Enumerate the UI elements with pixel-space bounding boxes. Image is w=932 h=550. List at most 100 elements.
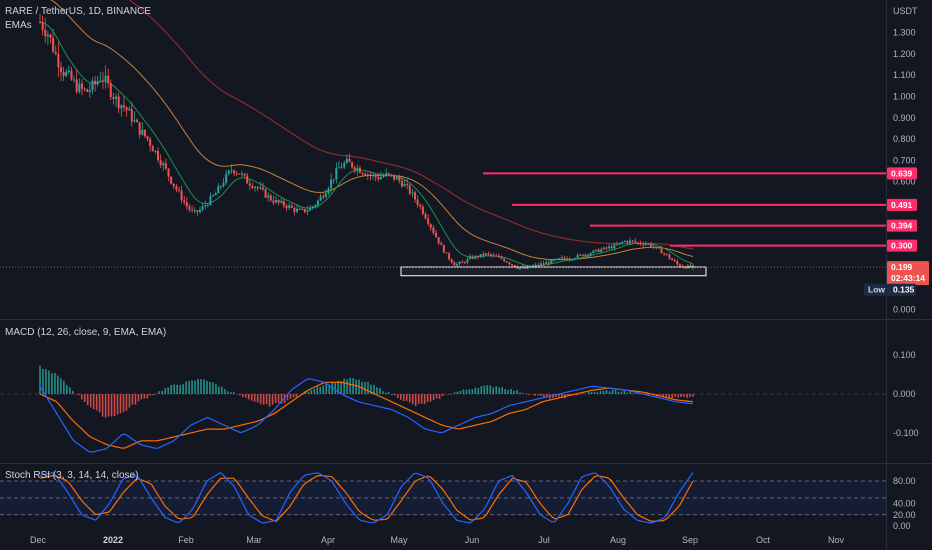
candle-body — [217, 186, 220, 194]
macd-histogram-bar — [125, 394, 128, 411]
candle-body — [122, 105, 125, 108]
x-tick-May: May — [390, 535, 408, 545]
candle-body — [579, 254, 582, 256]
x-tick-Nov: Nov — [828, 535, 845, 545]
candle-body — [175, 186, 178, 190]
stoch-y-tick: 20.00 — [893, 510, 916, 520]
candle-body — [83, 88, 86, 90]
candle-body — [429, 224, 432, 228]
level-label-0.394: 0.394 — [891, 221, 913, 231]
macd-histogram-bar — [569, 394, 572, 395]
low-label: Low — [868, 285, 885, 295]
candle-body — [49, 34, 52, 38]
candle-body — [327, 188, 330, 194]
macd-histogram-bar — [218, 386, 220, 394]
macd-histogram-bar — [250, 394, 253, 401]
macd-histogram-bar — [674, 394, 676, 397]
macd-histogram-bar — [292, 394, 295, 398]
candle-body — [280, 200, 283, 203]
candle-body — [581, 254, 584, 257]
symbol-title[interactable]: RARE / TetherUS, 1D, BINANCE — [5, 6, 151, 17]
candle-body — [479, 254, 482, 258]
candle-body — [256, 187, 259, 189]
macd-histogram-bar — [307, 391, 310, 394]
macd-histogram-bar — [152, 394, 155, 396]
candle-body — [453, 262, 456, 266]
candle-body — [639, 242, 642, 245]
macd-histogram-bar — [143, 394, 146, 399]
candle-body — [343, 163, 346, 168]
macd-histogram-bar — [388, 391, 390, 394]
macd-histogram-bar — [167, 387, 170, 394]
candle-body — [487, 253, 490, 255]
candle-body — [251, 185, 254, 189]
macd-histogram-bar — [83, 394, 86, 402]
macd-histogram-bar — [179, 384, 181, 394]
current-price-tag — [887, 261, 929, 286]
macd-histogram-bar — [39, 365, 41, 394]
candle-body — [513, 265, 516, 268]
macd-histogram-bar — [411, 394, 414, 404]
level-tag-0.491 — [887, 198, 917, 211]
candle-body — [324, 193, 327, 198]
macd-histogram-bar — [537, 394, 539, 396]
candle-body — [267, 195, 270, 198]
candle-body — [605, 247, 608, 249]
price-y-tick: 0.700 — [893, 155, 916, 165]
candle-body — [482, 254, 485, 256]
candle-body — [149, 139, 152, 147]
candle-body — [227, 170, 230, 174]
x-tick-Mar: Mar — [246, 535, 262, 545]
candle-body — [246, 175, 249, 184]
macd-histogram-bar — [447, 394, 450, 395]
macd-histogram-bar — [170, 384, 172, 394]
candle-body — [647, 243, 650, 245]
candle-body — [120, 105, 123, 109]
x-tick-Jun: Jun — [465, 535, 480, 545]
candle-body — [275, 199, 278, 203]
candle-body — [62, 71, 65, 76]
macd-y-tick: -0.100 — [893, 428, 919, 438]
candle-body — [692, 265, 694, 267]
ema-indicator-label[interactable]: EMAs — [5, 20, 32, 31]
macd-histogram-bar — [244, 394, 247, 398]
candle-body — [660, 248, 663, 254]
candle-body — [377, 177, 380, 180]
macd-title[interactable]: MACD (12, 26, close, 9, EMA, EMA) — [5, 327, 167, 338]
macd-histogram-bar — [98, 394, 101, 413]
low-value-label: 0.135 — [893, 285, 915, 295]
candle-body — [629, 240, 632, 243]
stoch-rsi-title[interactable]: Stoch RSI (3, 3, 14, 14, close) — [5, 470, 139, 481]
macd-histogram-bar — [238, 394, 241, 396]
candle-body — [484, 253, 487, 256]
macd-histogram-bar — [131, 394, 134, 405]
candle-body — [602, 247, 605, 250]
candle-body — [332, 179, 335, 181]
candle-body — [322, 196, 325, 198]
candle-body — [571, 259, 574, 261]
candle-body — [566, 258, 569, 260]
price-y-tick: 0.800 — [893, 134, 916, 144]
candle-body — [553, 259, 556, 261]
macd-histogram-bar — [197, 378, 199, 394]
macd-histogram-bar — [337, 380, 339, 394]
level-label-0.300: 0.300 — [891, 241, 913, 251]
macd-histogram-bar — [477, 387, 480, 394]
macd-histogram-bar — [546, 394, 548, 397]
candle-body — [238, 173, 241, 175]
candle-body — [652, 247, 655, 249]
macd-histogram-bar — [617, 391, 620, 394]
macd-histogram-bar — [101, 394, 104, 417]
candle-body — [170, 176, 173, 184]
candle-body — [96, 81, 99, 85]
candle-body — [642, 244, 645, 246]
candle-body — [157, 150, 160, 161]
candle-body — [78, 83, 81, 92]
candle-body — [159, 160, 162, 166]
candle-body — [421, 206, 424, 214]
candle-body — [608, 246, 611, 249]
macd-histogram-bar — [149, 394, 152, 396]
candle-body — [214, 193, 217, 196]
macd-histogram-bar — [45, 369, 47, 394]
